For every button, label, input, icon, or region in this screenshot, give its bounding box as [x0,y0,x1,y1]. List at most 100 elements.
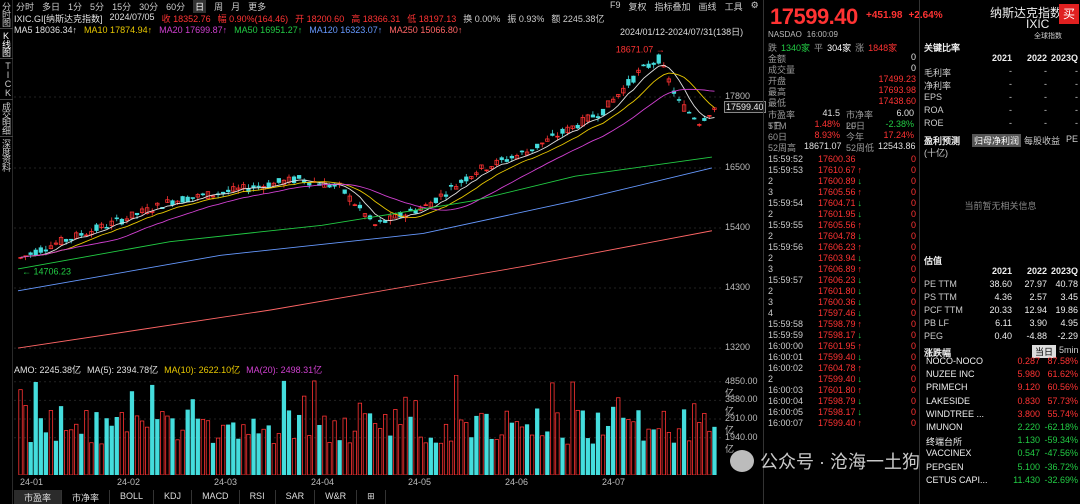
candle-body [469,176,474,179]
quote-row-label: 最高 [768,87,787,97]
indicator-tab-4[interactable]: MACD [192,490,240,504]
buy-button[interactable]: 买 [1059,4,1079,24]
candle-body [712,107,717,110]
gainer-row[interactable]: CETUS CAPI... 11.430 -32.69% [922,475,1079,488]
period-7[interactable]: 日 [193,0,207,13]
gainer-row[interactable]: PRIMECH 9.120 60.56% [922,382,1079,395]
tool-0[interactable]: F9 [610,0,621,10]
candle-body [114,217,119,220]
ma-line [20,72,715,258]
period-9[interactable]: 月 [231,1,241,12]
gainer-row[interactable]: LAKESIDE 0.830 57.73% [922,396,1079,409]
indicator-tab-3[interactable]: KDJ [154,490,193,504]
view-trade-detail[interactable]: 成交明细 [0,99,13,136]
indicator-tab-5[interactable]: RSI [240,490,276,504]
global-index-link[interactable]: 全球指数 [1034,33,1062,40]
valuation-value: 19.86 [1055,305,1078,315]
tick-price: 17599.40 ↓ [818,374,863,384]
key-ratio-label: ROE [924,118,944,128]
gainer-row[interactable]: VACCINEX 0.547 -47.56% [922,448,1079,461]
quote-row-value: 17438.60 [878,96,916,106]
volume-bar [281,380,287,475]
tick-time: 3 [768,297,774,307]
gainers-tab-1[interactable]: 5min [1059,345,1079,355]
tick-volume: 0 [910,308,916,318]
key-ratio-years: 2021 2022 2023Q [924,53,1079,64]
key-ratio-label: EPS [924,92,943,102]
volume-bar [210,442,216,475]
candle-body [433,197,439,203]
key-ratio-row: 毛利率 - - - [924,66,1079,78]
tick-time: 16:00:03 [768,385,804,395]
info-6: 低 18197.13 [407,14,457,24]
indicator-tab-8[interactable]: ⊞ [357,490,386,504]
candle-body [545,138,550,142]
period-0[interactable]: 分时 [16,1,35,12]
candle-body [327,184,332,188]
market-breadth: 跌 1340家平 304家涨 1848家 [768,41,897,54]
period-5[interactable]: 30分 [139,1,159,12]
volume-bar [124,431,130,475]
period-2[interactable]: 1分 [68,1,83,12]
candle-body [595,116,601,119]
volume-panel[interactable]: AMO: 2245.38亿 MA(5): 2394.78亿 MA(10): 26… [14,363,759,477]
forecast-tab-2[interactable]: PE [1066,134,1079,144]
volume-bar [362,413,368,475]
candle-body [504,159,509,162]
view-timeshare[interactable]: 分时图 [1,2,11,26]
period-3[interactable]: 5分 [90,1,105,12]
candle-body [621,87,626,94]
ma-3: MA50 16951.27↑ [234,25,303,35]
gainer-price: 5.980 [1017,369,1040,380]
period-10[interactable]: 更多 [248,1,267,12]
quote-row-value: 17693.98 [878,85,916,95]
tool-1[interactable]: 复权 [628,2,647,12]
candle-body [134,212,140,216]
forecast-tab-0[interactable]: 归母净利润 [972,134,1022,147]
view-depth[interactable]: 深度资料 [0,136,13,173]
tool-4[interactable]: 工具 [724,2,743,12]
view-tick[interactable]: TICK [0,58,13,99]
volume-chart[interactable] [14,375,721,475]
indicator-tab-0[interactable]: 市盈率 [14,490,63,504]
gainer-row[interactable]: PEPGEN 5.100 -36.72% [922,462,1079,475]
gainer-row[interactable]: NUZEE INC 5.980 61.62% [922,369,1079,382]
volume-bar [357,402,363,475]
indicator-tab-6[interactable]: SAR [276,490,316,504]
volume-bar [524,424,530,475]
amo-ma20: MA(20): 2498.31亿 [246,365,323,375]
gainer-row[interactable]: IMUNON 2.220 -62.18% [922,422,1079,435]
period-4[interactable]: 15分 [112,1,132,12]
volume-bar [560,437,565,475]
indicator-tab-2[interactable]: BOLL [110,490,155,504]
tick-price: 17605.56 ↑ [818,220,863,230]
tick-time: 15:59:56 [768,242,804,252]
tick-price: 17598.17 ↓ [818,407,863,417]
volume-bar [200,418,206,475]
gainer-row[interactable]: WINDTREE ... 3.800 55.74% [922,409,1079,422]
valuation-label: PE TTM [924,279,957,289]
indicator-tab-1[interactable]: 市净率 [62,490,111,504]
gear-icon[interactable]: ⚙ [750,0,759,10]
period-1[interactable]: 多日 [42,1,61,12]
period-6[interactable]: 60分 [166,1,186,12]
tool-3[interactable]: 画线 [698,2,717,12]
kline-chart[interactable]: 18671.07 → ← 14706.23 [14,37,721,359]
gainer-row[interactable]: 终端台所 1.130 -59.34% [922,435,1079,448]
forecast-tab-1[interactable]: 每股收益 [1024,136,1061,146]
gainer-row[interactable]: NOCO-NOCO 0.287 87.58% [922,356,1079,369]
volume-bar [266,425,271,475]
indicator-tab-7[interactable]: W&R [315,490,358,504]
volume-bar [641,440,646,475]
period-8[interactable]: 周 [214,1,224,12]
candle-body [281,179,287,185]
left-view-bar: 分时图 K线图 TICK 成交明细 深度资料 [0,0,13,504]
volume-bar [286,410,292,475]
kline-chart-area[interactable]: 18671.07 → ← 14706.23 17800 16500 15400 1430… [14,37,766,359]
gainers-tab-0[interactable]: 当日 [1032,345,1057,358]
view-kline[interactable]: K线图 [0,28,13,58]
tick-row: 2 17604.78 ↓ 0 [768,231,916,242]
gainer-change: 55.74% [1047,408,1078,419]
tool-2[interactable]: 指标叠加 [654,2,691,12]
volume-bar [575,409,580,475]
